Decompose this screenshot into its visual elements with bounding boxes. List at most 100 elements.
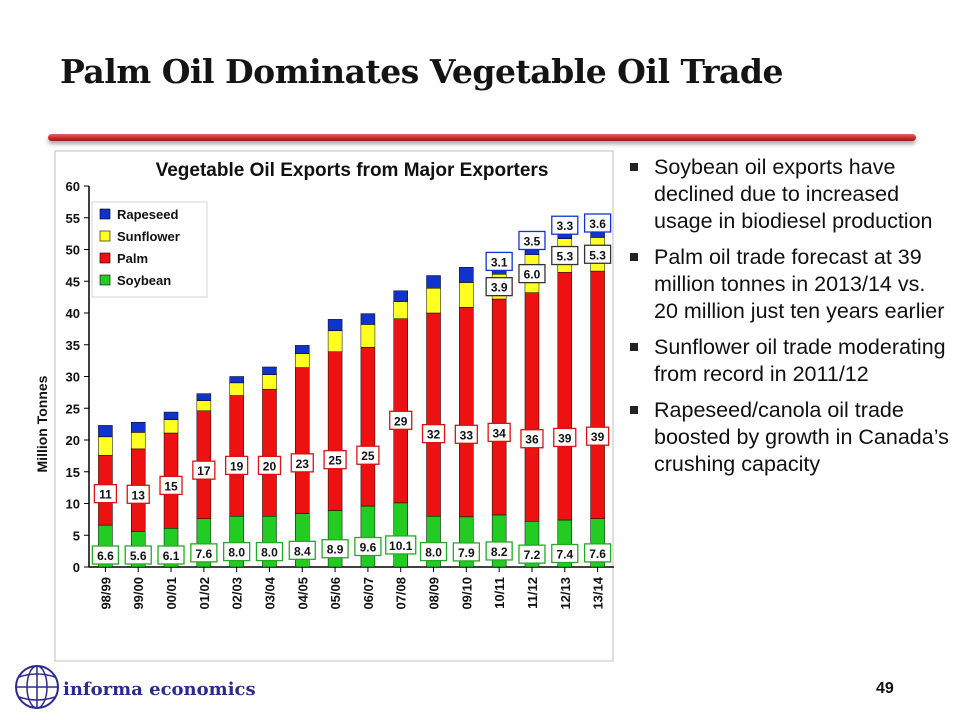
data-label-sunflower-box [551, 245, 579, 266]
bar-segment-palm [327, 351, 343, 511]
data-label-rapeseed: 3.6 [589, 217, 606, 231]
bar-segment-palm [590, 270, 605, 519]
x-tick-label: 03/04 [262, 576, 277, 609]
legend-box [91, 201, 208, 298]
x-tick-label: 04/05 [295, 577, 310, 610]
legend-label: Soybean [117, 273, 171, 288]
bullet-text: Sunflower oil trade moderating from reco… [654, 335, 946, 386]
bar-segment-sunflower [459, 282, 474, 308]
y-tick-label: 55 [66, 211, 80, 226]
data-label-palm-box [487, 422, 511, 443]
data-label-palm: 29 [394, 414, 408, 428]
data-label-palm: 32 [427, 428, 441, 442]
y-tick-label: 0 [73, 560, 80, 575]
bar-segment-palm [295, 367, 310, 514]
data-label-palm-box [159, 475, 183, 496]
data-label-palm-box [553, 427, 577, 448]
data-label-soybean-box [321, 539, 349, 559]
bar-segment-sunflower [229, 382, 244, 396]
data-label-soybean-box [157, 545, 185, 565]
bullet-item: Rapeseed/canola oil trade boosted by gro… [630, 397, 950, 478]
data-label-rapeseed: 3.1 [491, 255, 508, 269]
bar-segment-sunflower [163, 419, 179, 434]
data-label-palm-box [323, 450, 347, 470]
bullet-item: Sunflower oil trade moderating from reco… [630, 334, 950, 388]
bar-segment-sunflower [393, 301, 408, 319]
data-label-palm: 36 [525, 433, 539, 447]
x-tick-label: 98/99 [98, 577, 113, 610]
legend-label: Palm [117, 251, 148, 266]
bar-segment-soybean [360, 505, 376, 568]
data-label-sunflower-box [583, 244, 612, 264]
data-label-soybean-box [551, 543, 579, 564]
bar-segment-palm [262, 388, 277, 517]
page-number: 49 [876, 680, 894, 697]
data-label-palm-box [192, 460, 216, 480]
bar-segment-sunflower [98, 436, 113, 456]
y-tick-label: 5 [73, 528, 80, 543]
x-tick-label: 09/10 [459, 577, 474, 610]
bar-segment-palm [557, 272, 573, 521]
data-label-sunflower: 5.3 [589, 248, 606, 262]
data-label-palm-box [585, 426, 610, 446]
data-label-palm: 39 [591, 430, 605, 444]
bar-segment-rapeseed [459, 267, 474, 283]
data-label-soybean-box [255, 541, 284, 562]
data-label-sunflower: 5.3 [556, 250, 573, 264]
legend-swatch-rapeseed [99, 208, 111, 220]
x-tick-label: 08/09 [427, 577, 442, 610]
plot-area: 0 5 10 15 20 25 30 35 40 45 50 55 60 98/99 99/00 00/01 0… [66, 179, 614, 610]
bar-segment-rapeseed [360, 313, 376, 325]
data-label-palm-box [225, 455, 249, 476]
data-label-soybean-box [91, 545, 120, 565]
y-tick-label: 10 [66, 497, 80, 512]
y-tick-label: 20 [66, 433, 80, 448]
data-label-palm: 19 [230, 459, 244, 473]
data-label-palm-box [421, 423, 446, 444]
x-tick-label: 00/01 [164, 577, 179, 610]
data-label-palm: 39 [558, 431, 572, 445]
bullet-list: Soybean oil exports have declined due to… [630, 154, 950, 487]
data-label-palm-box [356, 445, 380, 465]
bar-segment-palm [360, 347, 376, 507]
bar-segment-sunflower [262, 374, 277, 390]
data-label-palm: 25 [328, 454, 342, 468]
data-label-soybean: 7.9 [458, 546, 475, 560]
data-label-palm-box [520, 429, 544, 449]
data-label-palm: 17 [197, 464, 211, 478]
data-label-soybean-box [485, 541, 513, 561]
y-tick-label: 35 [66, 338, 80, 353]
bar-segment-rapeseed [163, 411, 179, 420]
data-label-soybean: 7.4 [556, 548, 573, 562]
data-label-soybean: 5.6 [130, 549, 147, 563]
bar-segment-sunflower [426, 287, 441, 314]
data-label-soybean: 8.0 [261, 546, 278, 560]
bullet-square-icon [630, 343, 638, 351]
data-label-soybean: 8.9 [327, 543, 344, 557]
legend: Rapeseed Sunflower Palm Soybean [91, 201, 208, 298]
bar-segment-palm [491, 298, 507, 516]
data-label-palm-box [290, 453, 314, 473]
data-label-soybean: 6.1 [163, 549, 180, 563]
bar-segment-rapeseed [327, 319, 343, 332]
bar-segment-rapeseed [130, 421, 146, 433]
bar-segment-soybean [393, 502, 408, 568]
data-label-palm: 25 [361, 449, 375, 463]
bar-segment-palm [524, 292, 540, 522]
data-label-sunflower-box [518, 263, 546, 284]
x-tick-label: 06/07 [361, 577, 376, 610]
x-tick-label: 10/11 [492, 577, 507, 609]
data-label-palm: 33 [460, 428, 474, 442]
data-label-palm-box [454, 424, 478, 444]
data-label-soybean: 8.4 [294, 544, 311, 558]
x-tick-label: 11/12 [525, 577, 540, 609]
bullet-square-icon [630, 406, 638, 414]
bullet-item: Soybean oil exports have declined due to… [630, 154, 950, 235]
y-tick-label: 40 [66, 306, 80, 321]
data-label-sunflower-box [485, 276, 513, 297]
data-label-soybean: 6.6 [97, 549, 114, 563]
bullet-text: Rapeseed/canola oil trade boosted by gro… [654, 398, 949, 476]
data-label-soybean: 8.0 [228, 546, 245, 560]
bullet-text: Soybean oil exports have declined due to… [654, 155, 933, 233]
data-label-palm-box [126, 484, 150, 504]
